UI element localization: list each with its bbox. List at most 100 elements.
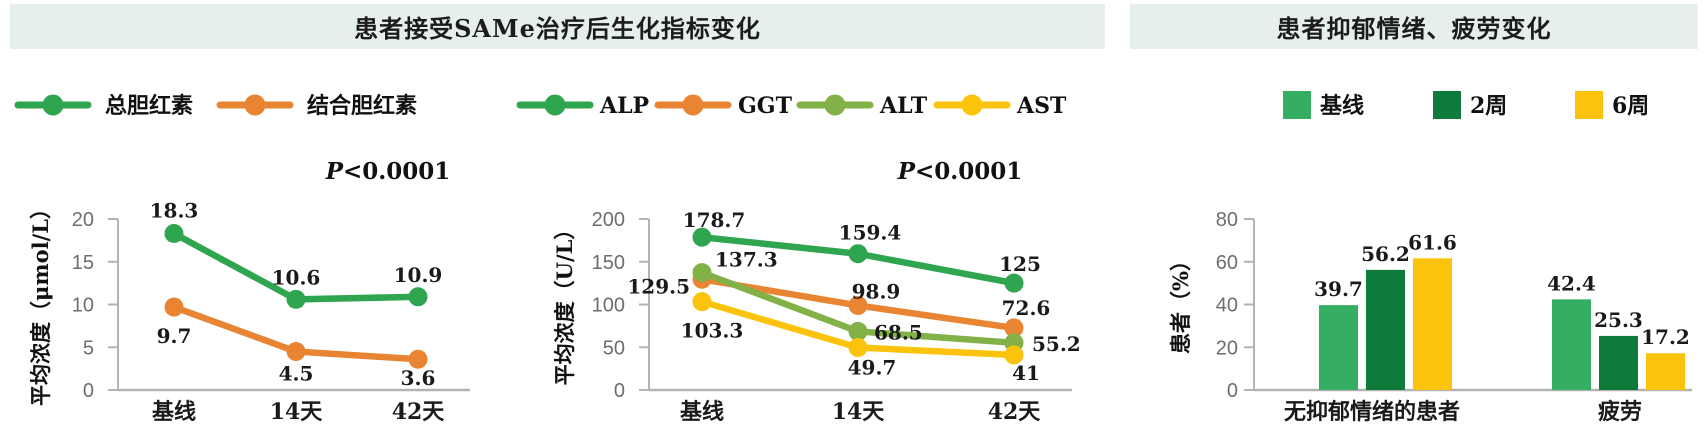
y-tick-label: 0 bbox=[1227, 380, 1238, 402]
legend-dot bbox=[244, 94, 266, 116]
y-tick-label: 60 bbox=[1216, 252, 1238, 274]
x-category-label: 42天 bbox=[392, 399, 446, 425]
x-category-label: 无抑郁情绪的患者 bbox=[1284, 399, 1460, 425]
data-point-marker bbox=[848, 338, 868, 358]
p-value-label: P<0.0001 bbox=[325, 158, 451, 185]
legend-label: 2周 bbox=[1470, 93, 1507, 119]
legend-label: 基线 bbox=[1320, 93, 1364, 119]
page-title-left: 患者接受SAMe治疗后生化指标变化 bbox=[354, 14, 761, 43]
data-point-marker bbox=[848, 321, 868, 341]
value-label: 3.6 bbox=[401, 366, 436, 390]
y-axis-title: 平均浓度（U/L） bbox=[552, 219, 577, 386]
legend-dot bbox=[682, 94, 704, 116]
legend-swatch bbox=[1283, 91, 1311, 119]
x-category-label: 14天 bbox=[832, 399, 886, 425]
value-label: 4.5 bbox=[279, 362, 314, 386]
x-category-label: 42天 bbox=[988, 399, 1042, 425]
value-label: 98.9 bbox=[852, 279, 901, 303]
legend-label: 结合胆红素 bbox=[307, 93, 417, 119]
value-label: 39.7 bbox=[1314, 277, 1363, 301]
data-point-marker bbox=[408, 287, 428, 307]
y-tick-label: 0 bbox=[614, 380, 625, 402]
value-label: 42.4 bbox=[1547, 271, 1596, 295]
data-point-marker bbox=[408, 349, 428, 369]
legend-dot bbox=[961, 94, 983, 116]
bar-6周 bbox=[1413, 258, 1452, 390]
value-label: 137.3 bbox=[715, 248, 778, 272]
legend-label: 6周 bbox=[1612, 93, 1649, 119]
y-tick-label: 0 bbox=[83, 380, 94, 402]
value-label: 68.5 bbox=[874, 320, 923, 344]
page-title-right: 患者抑郁情绪、疲劳变化 bbox=[1276, 14, 1552, 43]
y-tick-label: 5 bbox=[83, 337, 94, 359]
legend-dot bbox=[42, 94, 64, 116]
data-point-marker bbox=[1004, 273, 1024, 293]
y-tick-label: 20 bbox=[1216, 337, 1238, 359]
title-band-mood: 患者抑郁情绪、疲劳变化 bbox=[1130, 4, 1698, 49]
x-category-label: 基线 bbox=[152, 399, 196, 425]
y-axis-title: 患者（%） bbox=[1168, 250, 1193, 354]
value-label: 56.2 bbox=[1361, 242, 1410, 266]
value-label: 18.3 bbox=[150, 199, 199, 223]
y-tick-label: 50 bbox=[603, 337, 625, 359]
x-category-label: 疲劳 bbox=[1598, 399, 1642, 425]
legend-mood-fatigue: 基线 2周 6周 bbox=[1283, 91, 1649, 119]
y-tick-label: 100 bbox=[592, 295, 625, 317]
line-chart-bilirubin: 0 5 10 15 20 平均浓度（μmol/L） P<0.0001 基线 14天 42天 18.3… bbox=[28, 158, 470, 425]
data-point-marker bbox=[164, 224, 184, 244]
p-value-label: P<0.0001 bbox=[897, 158, 1023, 185]
data-point-marker bbox=[692, 227, 712, 247]
data-point-marker bbox=[1004, 345, 1024, 365]
legend-swatch bbox=[1575, 91, 1603, 119]
value-label: 103.3 bbox=[681, 319, 744, 343]
bar-2周 bbox=[1366, 269, 1405, 390]
legend-dot bbox=[824, 94, 846, 116]
y-tick-label: 20 bbox=[72, 209, 94, 231]
legend-dot bbox=[544, 94, 566, 116]
bar-chart-mood-fatigue: 0 20 40 60 80 患者（%） 无抑郁情绪的患者 疲劳 39.7 42.4 56.2 25.3… bbox=[1168, 209, 1692, 425]
legend-swatch bbox=[1433, 91, 1461, 119]
data-point-marker bbox=[848, 244, 868, 264]
legend-liver-enzymes: ALP GGT ALT AST bbox=[516, 93, 1067, 119]
data-point-marker bbox=[692, 292, 712, 312]
legend-bilirubin: 总胆红素 结合胆红素 bbox=[14, 93, 417, 119]
value-label: 61.6 bbox=[1408, 230, 1457, 254]
value-label: 17.2 bbox=[1641, 325, 1690, 349]
data-point-marker bbox=[286, 289, 306, 309]
value-label: 129.5 bbox=[627, 274, 690, 298]
data-point-marker bbox=[164, 297, 184, 317]
y-axis-title: 平均浓度（μmol/L） bbox=[28, 198, 53, 406]
bar-基线 bbox=[1319, 305, 1358, 390]
line-chart-liver-enzymes: 0 50 100 150 200 平均浓度（U/L） P<0.0001 基线 14天 42天 178… bbox=[552, 158, 1081, 425]
value-label: 41 bbox=[1012, 361, 1040, 385]
legend-label: GGT bbox=[738, 93, 793, 119]
value-label: 159.4 bbox=[839, 221, 902, 245]
bar-6周 bbox=[1646, 353, 1685, 390]
x-category-label: 基线 bbox=[680, 399, 724, 425]
value-label: 49.7 bbox=[848, 356, 897, 380]
data-point-marker bbox=[286, 342, 306, 362]
data-point-marker bbox=[692, 263, 712, 283]
value-label: 55.2 bbox=[1032, 332, 1081, 356]
value-label: 10.6 bbox=[272, 265, 321, 289]
x-category-label: 14天 bbox=[270, 399, 324, 425]
value-label: 125 bbox=[999, 252, 1041, 276]
y-tick-label: 150 bbox=[592, 252, 625, 274]
value-label: 10.9 bbox=[394, 263, 443, 287]
y-tick-label: 15 bbox=[72, 252, 94, 274]
value-label: 178.7 bbox=[683, 208, 746, 232]
bar-基线 bbox=[1552, 299, 1591, 390]
value-label: 25.3 bbox=[1594, 308, 1643, 332]
value-label: 72.6 bbox=[1002, 296, 1051, 320]
legend-label: AST bbox=[1016, 93, 1067, 119]
y-tick-label: 200 bbox=[592, 209, 625, 231]
data-point-marker bbox=[1004, 318, 1024, 338]
legend-label: ALT bbox=[879, 93, 928, 119]
y-tick-label: 40 bbox=[1216, 295, 1238, 317]
bar-2周 bbox=[1599, 335, 1638, 390]
y-tick-label: 80 bbox=[1216, 209, 1238, 231]
title-band-biochemical: 患者接受SAMe治疗后生化指标变化 bbox=[10, 4, 1105, 49]
legend-label: ALP bbox=[599, 93, 649, 119]
